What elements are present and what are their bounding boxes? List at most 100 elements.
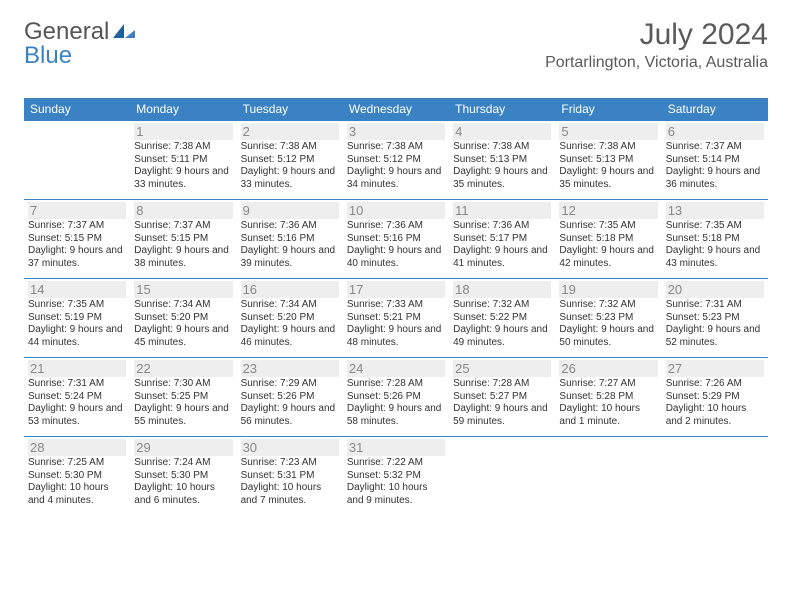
day-number: 20: [666, 281, 764, 298]
day-number: 17: [347, 281, 445, 298]
calendar-week-row: 7Sunrise: 7:37 AMSunset: 5:15 PMDaylight…: [24, 200, 768, 279]
calendar-day-cell: 23Sunrise: 7:29 AMSunset: 5:26 PMDayligh…: [237, 358, 343, 437]
calendar-day-cell: 30Sunrise: 7:23 AMSunset: 5:31 PMDayligh…: [237, 437, 343, 516]
calendar-day-cell: 12Sunrise: 7:35 AMSunset: 5:18 PMDayligh…: [555, 200, 661, 279]
day-number: 13: [666, 202, 764, 219]
calendar-table: SundayMondayTuesdayWednesdayThursdayFrid…: [24, 98, 768, 515]
day-info: Sunrise: 7:23 AMSunset: 5:31 PMDaylight:…: [241, 457, 339, 507]
calendar-body: 1Sunrise: 7:38 AMSunset: 5:11 PMDaylight…: [24, 121, 768, 516]
title-block: July 2024 Portarlington, Victoria, Austr…: [545, 18, 768, 72]
calendar-day-cell: 3Sunrise: 7:38 AMSunset: 5:12 PMDaylight…: [343, 121, 449, 200]
day-info: Sunrise: 7:38 AMSunset: 5:13 PMDaylight:…: [453, 141, 551, 191]
logo-sail-icon: [113, 24, 135, 40]
calendar-day-cell: 29Sunrise: 7:24 AMSunset: 5:30 PMDayligh…: [130, 437, 236, 516]
day-number: 16: [241, 281, 339, 298]
calendar-day-cell: 21Sunrise: 7:31 AMSunset: 5:24 PMDayligh…: [24, 358, 130, 437]
calendar-day-cell: 16Sunrise: 7:34 AMSunset: 5:20 PMDayligh…: [237, 279, 343, 358]
weekday-header: Sunday: [24, 98, 130, 121]
day-info: Sunrise: 7:38 AMSunset: 5:12 PMDaylight:…: [347, 141, 445, 191]
day-number: 18: [453, 281, 551, 298]
header: General July 2024 Portarlington, Victori…: [24, 18, 768, 72]
calendar-day-cell: 8Sunrise: 7:37 AMSunset: 5:15 PMDaylight…: [130, 200, 236, 279]
day-info: Sunrise: 7:26 AMSunset: 5:29 PMDaylight:…: [666, 378, 764, 428]
day-number: 5: [559, 123, 657, 140]
month-title: July 2024: [545, 18, 768, 52]
calendar-day-cell: 17Sunrise: 7:33 AMSunset: 5:21 PMDayligh…: [343, 279, 449, 358]
day-info: Sunrise: 7:29 AMSunset: 5:26 PMDaylight:…: [241, 378, 339, 428]
weekday-header: Tuesday: [237, 98, 343, 121]
weekday-header: Wednesday: [343, 98, 449, 121]
calendar-day-cell: 11Sunrise: 7:36 AMSunset: 5:17 PMDayligh…: [449, 200, 555, 279]
day-number: 29: [134, 439, 232, 456]
weekday-header: Friday: [555, 98, 661, 121]
calendar-day-cell: 2Sunrise: 7:38 AMSunset: 5:12 PMDaylight…: [237, 121, 343, 200]
day-info: Sunrise: 7:30 AMSunset: 5:25 PMDaylight:…: [134, 378, 232, 428]
day-number: 14: [28, 281, 126, 298]
day-number: 31: [347, 439, 445, 456]
day-number: 21: [28, 360, 126, 377]
day-info: Sunrise: 7:22 AMSunset: 5:32 PMDaylight:…: [347, 457, 445, 507]
calendar-day-cell: 31Sunrise: 7:22 AMSunset: 5:32 PMDayligh…: [343, 437, 449, 516]
calendar-day-cell: 18Sunrise: 7:32 AMSunset: 5:22 PMDayligh…: [449, 279, 555, 358]
day-number: 12: [559, 202, 657, 219]
day-number: 1: [134, 123, 232, 140]
weekday-header: Thursday: [449, 98, 555, 121]
calendar-week-row: 28Sunrise: 7:25 AMSunset: 5:30 PMDayligh…: [24, 437, 768, 516]
calendar-day-cell: 13Sunrise: 7:35 AMSunset: 5:18 PMDayligh…: [662, 200, 768, 279]
calendar-day-cell: 27Sunrise: 7:26 AMSunset: 5:29 PMDayligh…: [662, 358, 768, 437]
calendar-day-cell: [555, 437, 661, 516]
day-info: Sunrise: 7:35 AMSunset: 5:19 PMDaylight:…: [28, 299, 126, 349]
day-number: 15: [134, 281, 232, 298]
weekday-header: Saturday: [662, 98, 768, 121]
calendar-day-cell: 15Sunrise: 7:34 AMSunset: 5:20 PMDayligh…: [130, 279, 236, 358]
day-info: Sunrise: 7:24 AMSunset: 5:30 PMDaylight:…: [134, 457, 232, 507]
day-number: 28: [28, 439, 126, 456]
day-number: 3: [347, 123, 445, 140]
day-number: 2: [241, 123, 339, 140]
day-number: 22: [134, 360, 232, 377]
calendar-day-cell: [24, 121, 130, 200]
calendar-day-cell: 25Sunrise: 7:28 AMSunset: 5:27 PMDayligh…: [449, 358, 555, 437]
day-number: 23: [241, 360, 339, 377]
day-number: 30: [241, 439, 339, 456]
calendar-day-cell: [662, 437, 768, 516]
day-info: Sunrise: 7:25 AMSunset: 5:30 PMDaylight:…: [28, 457, 126, 507]
day-info: Sunrise: 7:34 AMSunset: 5:20 PMDaylight:…: [134, 299, 232, 349]
calendar-day-cell: 26Sunrise: 7:27 AMSunset: 5:28 PMDayligh…: [555, 358, 661, 437]
calendar-day-cell: 7Sunrise: 7:37 AMSunset: 5:15 PMDaylight…: [24, 200, 130, 279]
day-info: Sunrise: 7:37 AMSunset: 5:15 PMDaylight:…: [134, 220, 232, 270]
day-number: 19: [559, 281, 657, 298]
day-info: Sunrise: 7:28 AMSunset: 5:26 PMDaylight:…: [347, 378, 445, 428]
day-info: Sunrise: 7:36 AMSunset: 5:16 PMDaylight:…: [241, 220, 339, 270]
day-number: 4: [453, 123, 551, 140]
day-info: Sunrise: 7:38 AMSunset: 5:11 PMDaylight:…: [134, 141, 232, 191]
calendar-day-cell: 10Sunrise: 7:36 AMSunset: 5:16 PMDayligh…: [343, 200, 449, 279]
day-info: Sunrise: 7:35 AMSunset: 5:18 PMDaylight:…: [666, 220, 764, 270]
calendar-day-cell: 1Sunrise: 7:38 AMSunset: 5:11 PMDaylight…: [130, 121, 236, 200]
calendar-day-cell: 6Sunrise: 7:37 AMSunset: 5:14 PMDaylight…: [662, 121, 768, 200]
day-info: Sunrise: 7:37 AMSunset: 5:15 PMDaylight:…: [28, 220, 126, 270]
day-number: 9: [241, 202, 339, 219]
day-info: Sunrise: 7:32 AMSunset: 5:23 PMDaylight:…: [559, 299, 657, 349]
day-number: 10: [347, 202, 445, 219]
day-number: 25: [453, 360, 551, 377]
calendar-day-cell: 24Sunrise: 7:28 AMSunset: 5:26 PMDayligh…: [343, 358, 449, 437]
day-info: Sunrise: 7:32 AMSunset: 5:22 PMDaylight:…: [453, 299, 551, 349]
day-number: 24: [347, 360, 445, 377]
day-info: Sunrise: 7:37 AMSunset: 5:14 PMDaylight:…: [666, 141, 764, 191]
day-info: Sunrise: 7:36 AMSunset: 5:17 PMDaylight:…: [453, 220, 551, 270]
calendar-day-cell: 19Sunrise: 7:32 AMSunset: 5:23 PMDayligh…: [555, 279, 661, 358]
day-info: Sunrise: 7:27 AMSunset: 5:28 PMDaylight:…: [559, 378, 657, 428]
day-number: 7: [28, 202, 126, 219]
logo-text-blue: Blue: [24, 42, 72, 70]
calendar-day-cell: 20Sunrise: 7:31 AMSunset: 5:23 PMDayligh…: [662, 279, 768, 358]
calendar-day-cell: 14Sunrise: 7:35 AMSunset: 5:19 PMDayligh…: [24, 279, 130, 358]
day-number: 27: [666, 360, 764, 377]
weekday-header-row: SundayMondayTuesdayWednesdayThursdayFrid…: [24, 98, 768, 121]
logo-line2: Blue: [24, 42, 72, 70]
day-number: 8: [134, 202, 232, 219]
location: Portarlington, Victoria, Australia: [545, 54, 768, 72]
day-number: 6: [666, 123, 764, 140]
day-info: Sunrise: 7:33 AMSunset: 5:21 PMDaylight:…: [347, 299, 445, 349]
day-info: Sunrise: 7:35 AMSunset: 5:18 PMDaylight:…: [559, 220, 657, 270]
